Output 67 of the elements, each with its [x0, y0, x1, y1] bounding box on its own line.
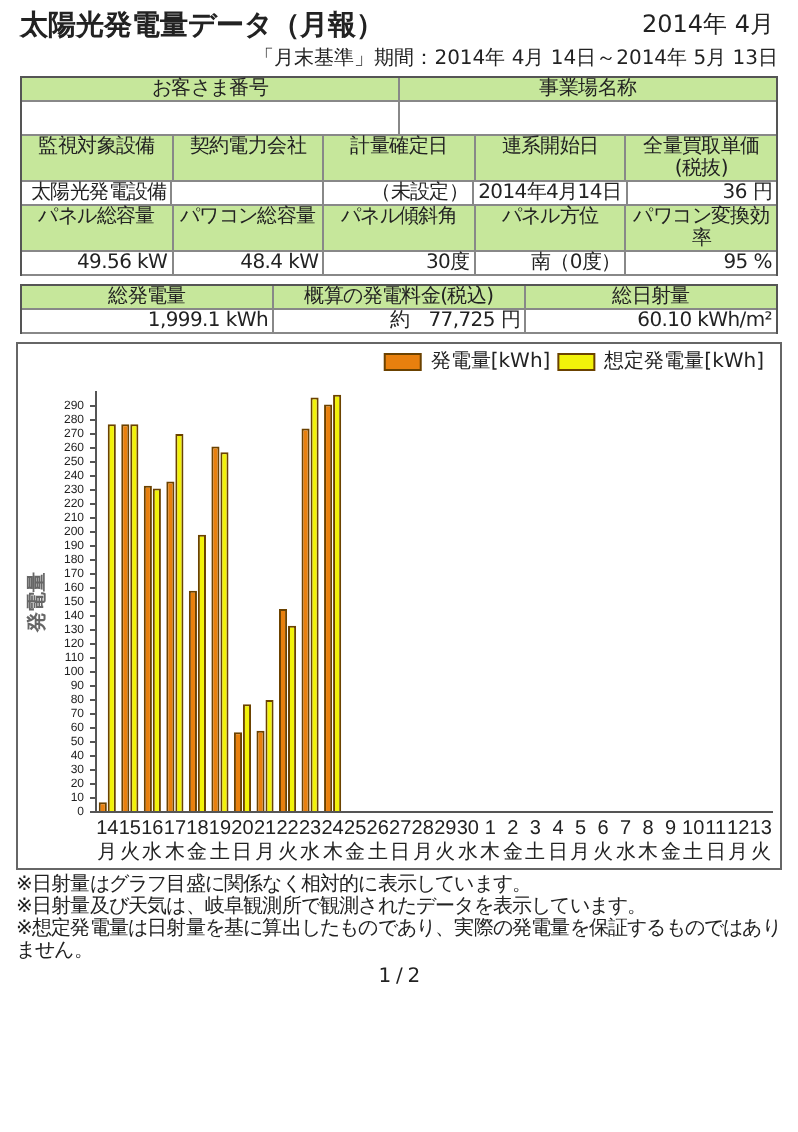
x-tick-label: 8 木 [638, 817, 659, 864]
y-axis-title: 発電量 [25, 572, 50, 634]
x-tick-label: 26 土 [366, 817, 390, 864]
x-tick-label: 10 土 [682, 817, 706, 864]
x-tick-label: 20 日 [231, 817, 255, 864]
text: 30度 [324, 252, 476, 276]
text: 南（0度） [475, 252, 627, 276]
text: 60.10 kWh/m² [526, 310, 776, 334]
text: 49.56 kW [22, 252, 174, 276]
text: （未設定） [323, 182, 475, 206]
text: パネル傾斜角 [324, 206, 476, 252]
text: 36 円 [627, 182, 776, 206]
text: 約 77,725 円 [274, 310, 526, 334]
x-tick-label: 13 火 [749, 817, 773, 864]
text: 契約電力会社 [173, 136, 325, 182]
text: お客さま番号 [22, 78, 400, 102]
text: 計量確定日 [324, 136, 476, 182]
x-tick-label: 4 日 [547, 817, 568, 864]
text: 95 % [626, 252, 776, 276]
x-tick-label: 29 火 [434, 817, 458, 864]
x-tick-label: 25 金 [344, 817, 368, 864]
text: 2014年4月14日 [474, 182, 628, 206]
x-tick-label: 28 月 [411, 817, 435, 864]
text: ※日射量はグラフ目盛に関係なく相対的に表示しています。 [16, 874, 534, 896]
x-tick-label: 2 金 [502, 817, 523, 864]
text: 1,999.1 kWh [22, 310, 274, 334]
text: パネル総容量 [22, 206, 174, 252]
x-tick-label: 14 月 [96, 817, 120, 864]
text: ※想定発電量は日射量を基に算出したものであり、実際の発電量を保証するものではありません。 [16, 918, 782, 962]
x-tick-label: 3 土 [525, 817, 546, 864]
text: 概算の発電料金(税込) [274, 286, 526, 310]
x-tick-label: 1 木 [480, 817, 501, 864]
text: ※日射量及び天気は、岐阜観測所で観測されたデータを表示しています。 [16, 896, 649, 918]
text: 「月末基準」期間：2014年 4月 14日～2014年 5月 13日 [252, 45, 778, 72]
x-tick-label: 21 月 [253, 817, 278, 864]
text: 総日射量 [526, 286, 776, 310]
x-tick-label: 16 水 [141, 817, 165, 864]
text: 監視対象設備 [22, 136, 174, 182]
x-tick-label: 12 月 [727, 817, 751, 864]
x-tick-label: 18 金 [186, 817, 210, 864]
legend-label: 発電量[kWh] [430, 351, 551, 374]
x-tick-label: 9 金 [660, 817, 681, 864]
text: 総発電量 [22, 286, 274, 310]
text: パワコン総容量 [173, 206, 325, 252]
x-tick-label: 19 土 [208, 817, 232, 864]
text: 全量買取単価(税抜) [626, 136, 776, 182]
text: 事業場名称 [400, 78, 776, 102]
text: 48.4 kW [173, 252, 325, 276]
text: 太陽光発電量データ（月報） [20, 10, 384, 42]
x-tick-label: 22 火 [276, 817, 300, 864]
text: パワコン変換効率 [626, 206, 776, 252]
x-tick-label: 17 木 [163, 817, 187, 864]
x-tick-label: 27 日 [389, 817, 413, 864]
legend-label: 想定発電量[kWh] [602, 349, 765, 374]
x-tick-label: 24 木 [321, 817, 345, 864]
text: パネル方位 [475, 206, 627, 252]
text: 1 / 2 [376, 966, 422, 988]
text: 2014年 4月 [642, 8, 774, 42]
x-tick-label: 23 水 [298, 817, 323, 864]
x-tick-label: 30 水 [456, 817, 480, 864]
x-tick-label: 6 火 [593, 817, 614, 864]
text: 連系開始日 [475, 136, 627, 182]
text: 太陽光発電設備 [22, 182, 173, 206]
x-tick-label: 7 水 [615, 817, 636, 864]
x-tick-label: 15 火 [118, 817, 142, 864]
x-tick-label: 11 日 [705, 817, 727, 864]
x-tick-label: 5 月 [570, 817, 591, 864]
